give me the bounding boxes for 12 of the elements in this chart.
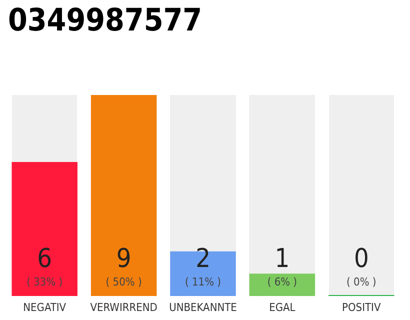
chart-title: 0349987577 <box>8 2 202 38</box>
x-tick-label: UNBEKANNTE <box>169 301 237 314</box>
x-tick-label: POSITIV <box>342 301 381 314</box>
data-label: 6 ( 33% ) <box>26 244 63 288</box>
bar <box>249 274 316 296</box>
data-label: 9 ( 50% ) <box>106 244 142 288</box>
x-tick-label: VERWIRREND <box>90 301 158 314</box>
x-tick-label: EGAL <box>269 301 296 314</box>
x-tick-label: NEGATIV <box>23 301 66 314</box>
data-label: 2 ( 11% ) <box>184 244 222 288</box>
data-label: 0 ( 0% ) <box>346 244 376 288</box>
data-label: 1 ( 6% ) <box>267 244 298 288</box>
